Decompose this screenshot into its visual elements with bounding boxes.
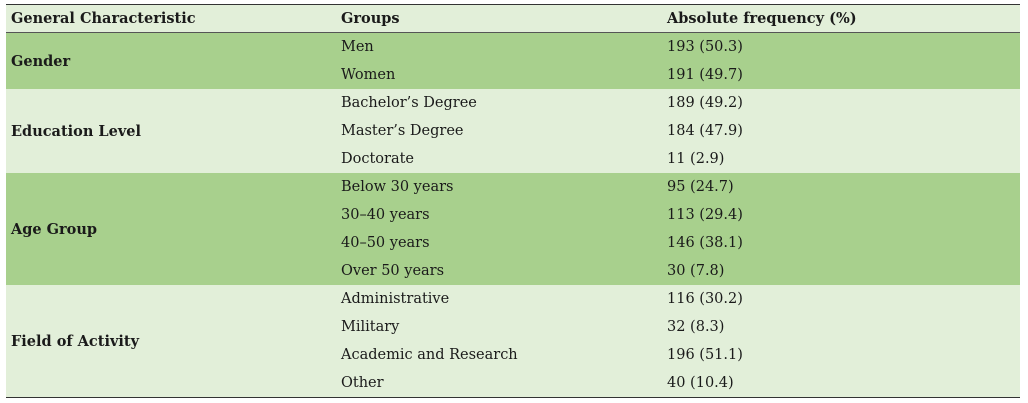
characteristic-cell: Field of Activity [6,285,336,398]
header-row: General Characteristic Groups Absolute f… [6,4,1020,33]
demographics-table: General Characteristic Groups Absolute f… [6,4,1020,398]
group-cell: Master’s Degree [336,117,662,145]
table-row: Over 50 years 30 (7.8) [6,257,1020,285]
frequency-cell: 193 (50.3) [662,32,1020,61]
table-row: Gender Men 193 (50.3) [6,32,1020,89]
frequency-cell: 196 (51.1) [662,341,1020,369]
group-cell: Administrative [336,285,662,313]
table-row: Other 40 (10.4) [6,369,1020,398]
table-row: Age Group Below 30 years 95 (24.7) [6,173,1020,285]
group-cell: Men [336,32,662,61]
table-row: Academic and Research 196 (51.1) [6,341,1020,369]
characteristic-cell: Education Level [6,89,336,173]
header-frequency: Absolute frequency (%) [662,4,1020,33]
frequency-cell: 189 (49.2) [662,89,1020,117]
characteristic-cell: Age Group [6,173,336,285]
table-body: Gender Men 193 (50.3) Women 191 (49.7) Educat… [6,32,1020,398]
frequency-cell: 184 (47.9) [662,117,1020,145]
frequency-cell: 30 (7.8) [662,257,1020,285]
header-groups: Groups [336,4,662,33]
frequency-cell: 11 (2.9) [662,145,1020,173]
frequency-cell: 146 (38.1) [662,229,1020,257]
table-row: Doctorate 11 (2.9) [6,145,1020,173]
group-cell: Military [336,313,662,341]
header-characteristic: General Characteristic [6,4,336,33]
table-row: Military 32 (8.3) [6,313,1020,341]
frequency-cell: 95 (24.7) [662,173,1020,201]
group-cell: Over 50 years [336,257,662,285]
frequency-cell: 40 (10.4) [662,369,1020,398]
group-cell: Doctorate [336,145,662,173]
group-cell: 40–50 years [336,229,662,257]
group-cell: Bachelor’s Degree [336,89,662,117]
table-row: Field of Activity Administrative 116 (30.2… [6,285,1020,398]
table-row: 30–40 years 113 (29.4) [6,201,1020,229]
frequency-cell: 191 (49.7) [662,61,1020,89]
table-row: Education Level Bachelor’s Degree 189 (49.… [6,89,1020,173]
characteristic-cell: Gender [6,32,336,89]
frequency-cell: 113 (29.4) [662,201,1020,229]
group-cell: 30–40 years [336,201,662,229]
frequency-cell: 32 (8.3) [662,313,1020,341]
group-cell: Below 30 years [336,173,662,201]
table-row: 40–50 years 146 (38.1) [6,229,1020,257]
group-cell: Women [336,61,662,89]
group-cell: Academic and Research [336,341,662,369]
table-row: Master’s Degree 184 (47.9) [6,117,1020,145]
frequency-cell: 116 (30.2) [662,285,1020,313]
table-row: Women 191 (49.7) [6,61,1020,89]
group-cell: Other [336,369,662,398]
